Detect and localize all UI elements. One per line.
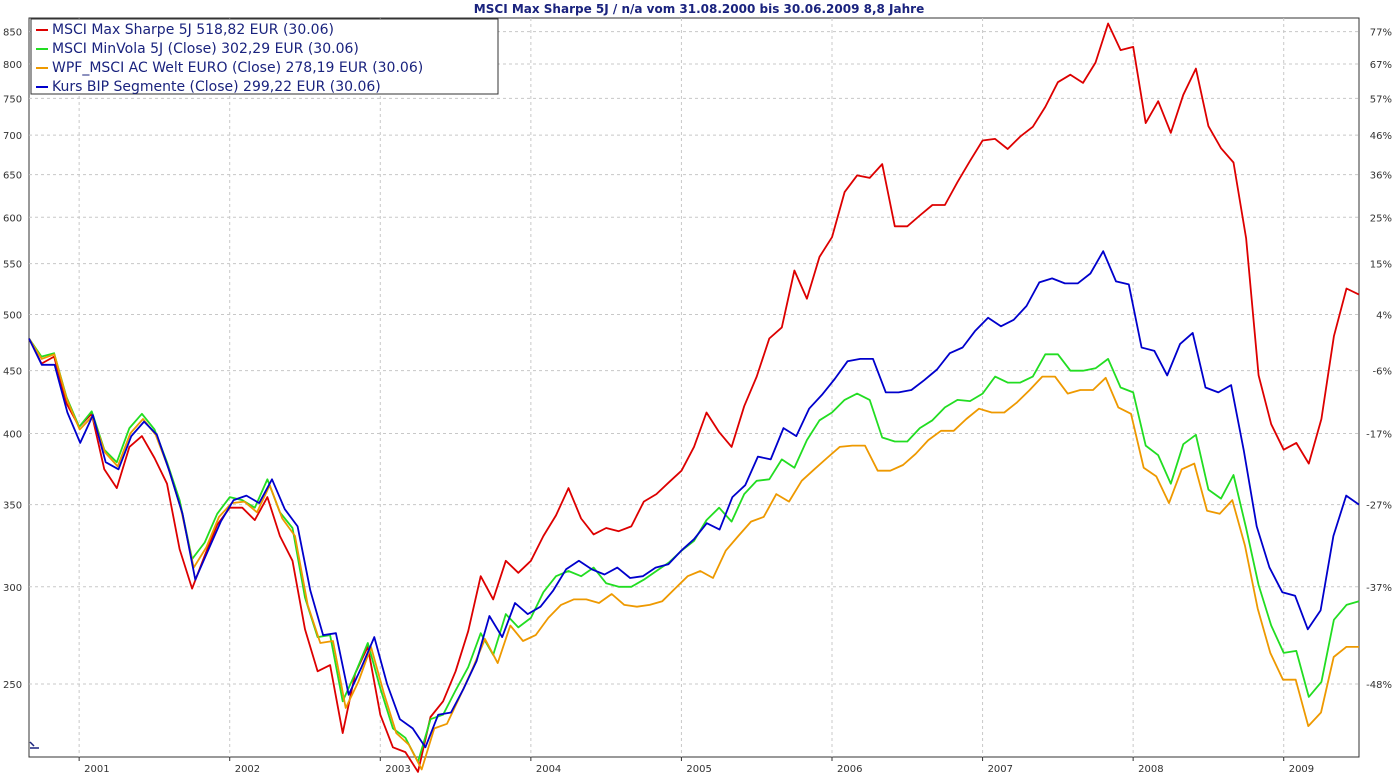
chart-title: MSCI Max Sharpe 5J / n/a vom 31.08.2000 … xyxy=(474,2,924,16)
series-line-2 xyxy=(28,337,1360,763)
x-tick-label: 2007 xyxy=(988,764,1013,775)
corner-arrow-icon xyxy=(29,741,39,749)
series-lines xyxy=(28,22,1360,773)
y-tick-label: 550 xyxy=(3,260,22,271)
y-axis-left: 250 300 350 400 450 500 550 600 650 700 750 800 850 xyxy=(3,28,22,691)
y2-tick-label: -17% xyxy=(1366,429,1392,440)
legend-label: Kurs BIP Segmente (Close) 299,22 EUR (30… xyxy=(52,79,381,95)
y2-tick-label: 4% xyxy=(1376,310,1392,321)
y2-tick-label: -27% xyxy=(1366,501,1392,512)
x-tick-label: 2004 xyxy=(536,764,561,775)
y2-tick-label: 67% xyxy=(1370,60,1392,71)
y-tick-label: 300 xyxy=(3,583,22,594)
y2-tick-label: 15% xyxy=(1370,260,1392,271)
y2-tick-label: 46% xyxy=(1370,131,1392,142)
y-tick-label: 250 xyxy=(3,680,22,691)
plot-area xyxy=(28,17,1360,758)
y2-tick-label: 36% xyxy=(1370,171,1392,182)
y2-tick-label: -6% xyxy=(1373,367,1392,378)
y-tick-label: 400 xyxy=(3,429,22,440)
y-tick-label: 600 xyxy=(3,213,22,224)
y2-tick-label: 57% xyxy=(1370,94,1392,105)
x-tick-label: 2003 xyxy=(385,764,410,775)
y2-tick-label: 77% xyxy=(1370,28,1392,39)
y2-tick-label: -48% xyxy=(1366,680,1392,691)
y-tick-label: 750 xyxy=(3,94,22,105)
legend-label: WPF_MSCI AC Welt EURO (Close) 278,19 EUR… xyxy=(52,60,423,76)
x-tick-label: 2008 xyxy=(1138,764,1163,775)
series-line-4 xyxy=(28,250,1360,749)
series-line-3 xyxy=(28,338,1359,771)
x-tick-label: 2002 xyxy=(235,764,260,775)
y-tick-label: 350 xyxy=(3,501,22,512)
y2-tick-label: 25% xyxy=(1370,213,1392,224)
x-axis: 2001 2002 2003 2004 2005 2006 2007 2008 2009 xyxy=(78,757,1314,775)
y-tick-label: 700 xyxy=(3,131,22,142)
x-tick-label: 2009 xyxy=(1289,764,1314,775)
y-tick-label: 450 xyxy=(3,367,22,378)
corner-marker xyxy=(29,741,39,749)
y-tick-label: 850 xyxy=(3,28,22,39)
y2-tick-label: -37% xyxy=(1366,583,1392,594)
y-tick-label: 650 xyxy=(3,171,22,182)
y-tick-label: 500 xyxy=(3,310,22,321)
legend-label: MSCI Max Sharpe 5J 518,82 EUR (30.06) xyxy=(52,22,334,38)
x-tick-label: 2001 xyxy=(84,764,109,775)
legend-label: MSCI MinVola 5J (Close) 302,29 EUR (30.0… xyxy=(52,41,359,57)
legend-box xyxy=(30,18,499,95)
series-line-1 xyxy=(28,22,1360,773)
y-axis-right: -48% -37% -27% -17% -6% 4% 15% 25% 36% 46% 57% 67% 7… xyxy=(1366,28,1392,691)
x-tick-label: 2005 xyxy=(686,764,711,775)
legend[interactable]: MSCI Max Sharpe 5J 518,82 EUR (30.06) MSC… xyxy=(30,18,499,95)
x-tick-label: 2006 xyxy=(837,764,862,775)
y-tick-label: 800 xyxy=(3,60,22,71)
